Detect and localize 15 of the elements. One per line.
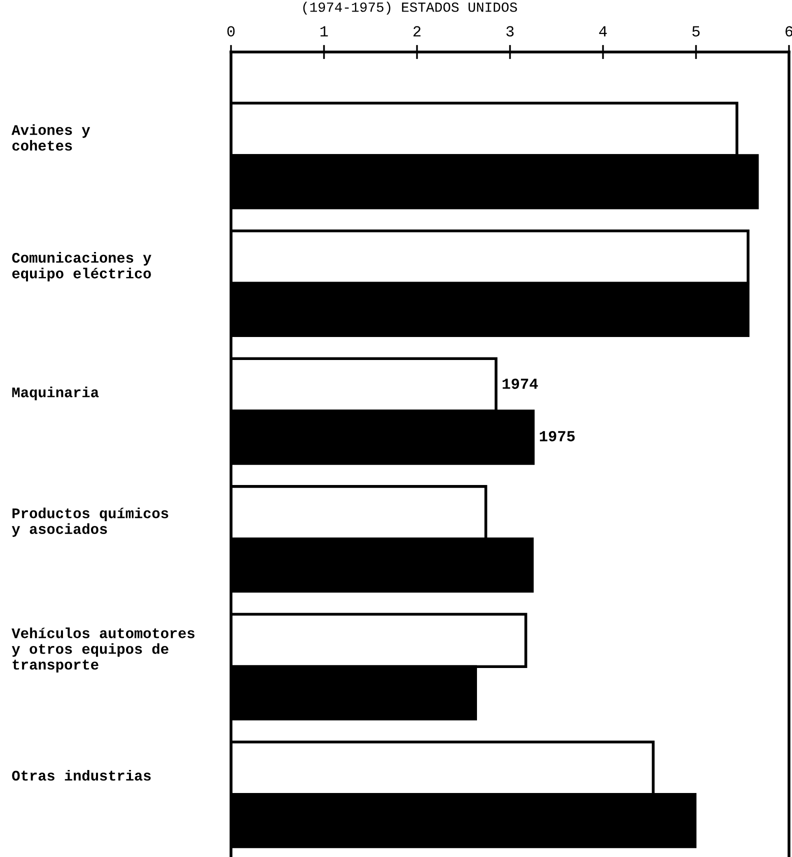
y-tick-label: Aviones y cohetes — [12, 124, 90, 151]
y-tick-label: Vehículos automotores y otros equipos de transporte — [12, 628, 194, 673]
chart-title: (1974-1975) ESTADOS UNIDOS — [303, 2, 517, 15]
x-tick-label: 3 — [506, 26, 514, 36]
y-tick-label: Comunicaciones y equipo eléctrico — [12, 252, 152, 282]
x-tick-label: 0 — [227, 26, 235, 36]
x-tick-label: 5 — [692, 26, 700, 36]
series-label: 1974 — [502, 378, 538, 389]
x-tick-label: 4 — [599, 26, 607, 36]
series-label: 1975 — [540, 430, 575, 442]
y-tick-label: Productos químicos y asociados — [12, 508, 168, 537]
y-tick-label: Maquinaria — [12, 386, 99, 400]
x-tick-label: 1 — [320, 26, 328, 36]
x-tick-label: 2 — [413, 26, 421, 36]
y-tick-label: Otras industrias — [12, 770, 151, 781]
